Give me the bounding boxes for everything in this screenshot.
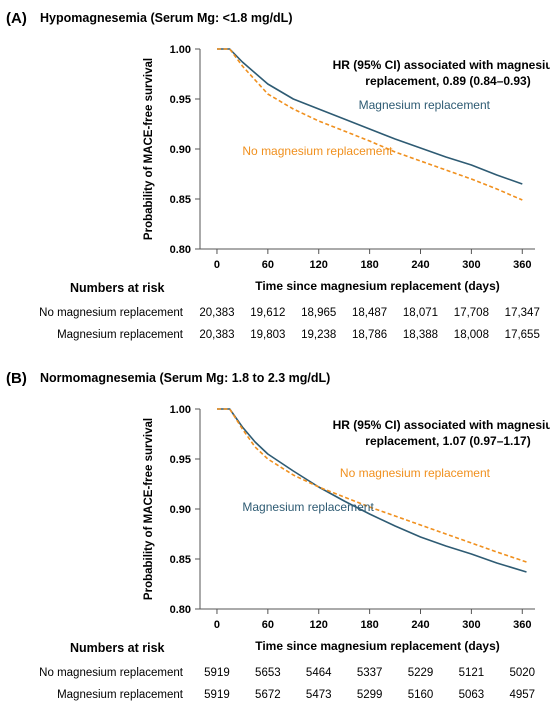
x-tick-label: 60 — [262, 259, 274, 271]
hr-annotation-line1: HR (95% CI) associated with magnesium — [333, 58, 550, 72]
risk-value: 18,008 — [454, 329, 489, 341]
hr-annotation-line2: replacement, 0.89 (0.84–0.93) — [365, 74, 530, 88]
risk-value: 5229 — [408, 667, 434, 679]
risk-value: 5337 — [357, 667, 383, 679]
risk-value: 20,383 — [199, 329, 234, 341]
panel-hypomagnesemia: (A) Hypomagnesemia (Serum Mg: <1.8 mg/dL)… — [6, 10, 550, 341]
x-tick-label: 300 — [462, 619, 480, 631]
risk-value: 18,965 — [301, 307, 336, 319]
y-tick-label: 1.00 — [170, 44, 191, 56]
x-tick-label: 0 — [214, 259, 220, 271]
risk-value: 19,612 — [250, 307, 285, 319]
risk-value: 5919 — [204, 667, 230, 679]
y-tick-label: 0.95 — [170, 94, 191, 106]
risk-value: 5473 — [306, 689, 332, 701]
y-tick-label: 0.95 — [170, 454, 191, 466]
risk-value: 5020 — [509, 667, 535, 679]
x-tick-label: 360 — [513, 259, 531, 271]
risk-row-label: No magnesium replacement — [39, 307, 184, 319]
series-line-replacement — [217, 48, 523, 185]
risk-row-label: Magnesium replacement — [57, 689, 184, 701]
risk-value: 5160 — [408, 689, 434, 701]
risk-value: 18,487 — [352, 307, 387, 319]
series-label: No magnesium replacement — [340, 466, 491, 480]
y-tick-label: 1.00 — [170, 404, 191, 416]
risk-value: 17,708 — [454, 307, 489, 319]
y-tick-label: 0.90 — [170, 144, 191, 156]
risk-value: 18,071 — [403, 307, 438, 319]
risk-value: 20,383 — [199, 307, 234, 319]
series-line-no-replacement — [217, 48, 523, 201]
x-tick-label: 240 — [411, 619, 429, 631]
risk-value: 5464 — [306, 667, 332, 679]
risk-table-title: Numbers at risk — [70, 641, 165, 655]
x-tick-label: 360 — [513, 619, 531, 631]
panel-title: Normomagnesemia (Serum Mg: 1.8 to 2.3 mg… — [40, 371, 330, 385]
y-tick-label: 0.90 — [170, 504, 191, 516]
risk-value: 5063 — [459, 689, 485, 701]
series-label: Magnesium replacement — [242, 500, 374, 514]
series-label: Magnesium replacement — [359, 98, 491, 112]
x-axis-label: Time since magnesium replacement (days) — [255, 639, 500, 653]
hr-annotation-line1: HR (95% CI) associated with magnesium — [333, 418, 550, 432]
panel-normomagnesemia: (B) Normomagnesemia (Serum Mg: 1.8 to 2.3… — [0, 360, 550, 715]
y-tick-label: 0.80 — [170, 244, 191, 256]
risk-value: 5653 — [255, 667, 281, 679]
risk-value: 18,786 — [352, 329, 387, 341]
panel-label: (A) — [6, 10, 27, 27]
x-tick-label: 60 — [262, 619, 274, 631]
survival-chart-b: (B) Normomagnesemia (Serum Mg: 1.8 to 2.3… — [6, 370, 550, 701]
x-tick-label: 300 — [462, 259, 480, 271]
x-tick-label: 240 — [411, 259, 429, 271]
x-tick-label: 180 — [360, 619, 378, 631]
panel-label: (B) — [6, 370, 27, 387]
risk-value: 17,347 — [505, 307, 540, 319]
x-tick-label: 0 — [214, 619, 220, 631]
x-tick-label: 120 — [310, 259, 328, 271]
series-line-replacement — [217, 408, 527, 573]
hr-annotation-line2: replacement, 1.07 (0.97–1.17) — [365, 434, 530, 448]
panel-title: Hypomagnesemia (Serum Mg: <1.8 mg/dL) — [40, 11, 292, 25]
risk-value: 5919 — [204, 689, 230, 701]
risk-row-label: No magnesium replacement — [39, 667, 184, 679]
series-label: No magnesium replacement — [242, 144, 393, 158]
risk-value: 5672 — [255, 689, 281, 701]
risk-value: 19,238 — [301, 329, 336, 341]
x-axis-label: Time since magnesium replacement (days) — [255, 279, 500, 293]
risk-value: 19,803 — [250, 329, 285, 341]
risk-table-title: Numbers at risk — [70, 281, 165, 295]
risk-value: 5299 — [357, 689, 383, 701]
risk-row-label: Magnesium replacement — [57, 329, 184, 341]
risk-value: 5121 — [459, 667, 485, 679]
y-axis-label: Probability of MACE-free survival — [143, 58, 155, 240]
risk-value: 17,655 — [505, 329, 540, 341]
y-tick-label: 0.85 — [170, 194, 191, 206]
risk-value: 4957 — [509, 689, 535, 701]
x-tick-label: 120 — [310, 619, 328, 631]
x-tick-label: 180 — [360, 259, 378, 271]
series-line-no-replacement — [217, 408, 527, 563]
y-tick-label: 0.85 — [170, 554, 191, 566]
risk-value: 18,388 — [403, 329, 438, 341]
y-tick-label: 0.80 — [170, 604, 191, 616]
survival-chart-a: (A) Hypomagnesemia (Serum Mg: <1.8 mg/dL)… — [6, 10, 550, 341]
y-axis-label: Probability of MACE-free survival — [143, 418, 155, 600]
